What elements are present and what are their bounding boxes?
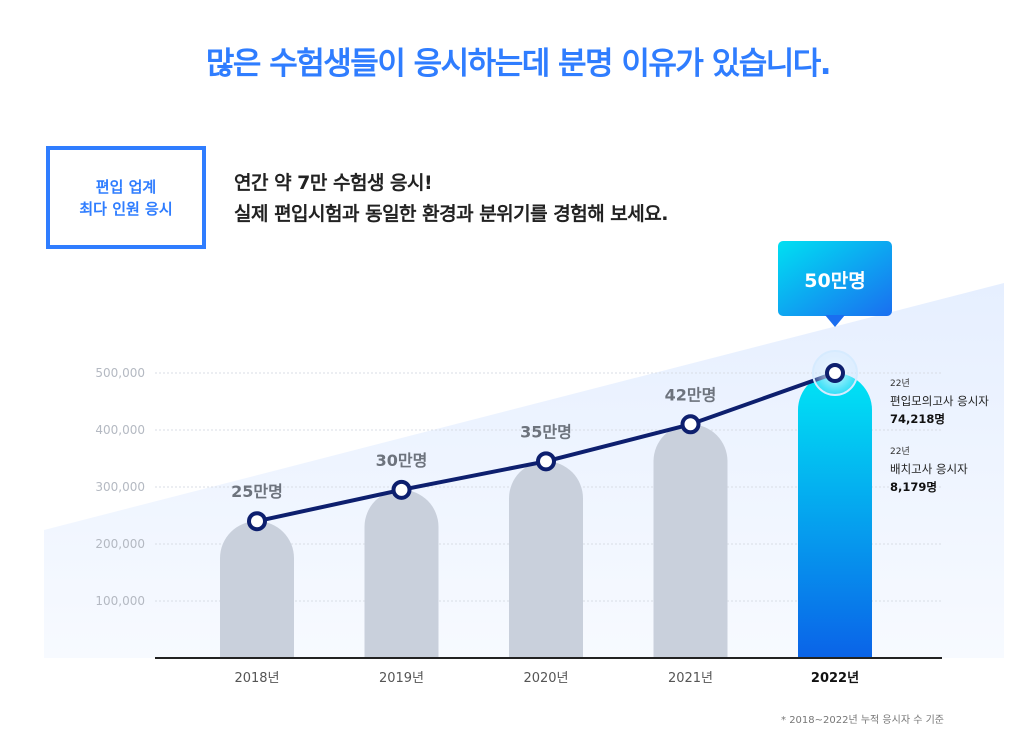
data-point — [247, 511, 267, 532]
badge-line-1: 편입 업계 — [95, 177, 157, 196]
data-label: 42만명 — [665, 385, 717, 404]
y-tick-label: 400,000 — [95, 423, 145, 437]
bar — [220, 521, 294, 658]
subheading-line-2: 실제 편입시험과 동일한 환경과 분위기를 경험해 보세요. — [234, 203, 668, 225]
data-label: 30만명 — [376, 451, 428, 470]
bar — [653, 424, 728, 658]
side-note-value: 8,179명 — [890, 480, 937, 494]
side-note-year: 22년 — [890, 446, 910, 457]
footnote: * 2018~2022년 누적 응시자 수 기준 — [781, 715, 944, 726]
data-point — [391, 479, 412, 500]
callout-label: 50만명 — [804, 270, 865, 292]
callout-pointer — [825, 315, 845, 327]
side-note-label: 배치고사 응시자 — [890, 462, 968, 476]
data-label: 35만명 — [520, 422, 572, 441]
y-tick-label: 300,000 — [95, 480, 145, 494]
y-tick-label: 200,000 — [95, 537, 145, 551]
data-point — [536, 451, 556, 472]
page-headline: 많은 수험생들이 응시하는데 분명 이유가 있습니다. — [205, 46, 832, 82]
x-tick-label: 2020년 — [523, 671, 568, 686]
x-tick-label: 2022년 — [811, 671, 859, 686]
x-tick-label: 2019년 — [379, 671, 424, 686]
x-tick-label: 2021년 — [668, 671, 713, 686]
badge-line-2: 최다 인원 응시 — [79, 199, 173, 218]
badge-box: 편입 업계 최다 인원 응시 — [46, 146, 206, 249]
y-tick-label: 500,000 — [95, 366, 145, 380]
subheading-line-1: 연간 약 7만 수험생 응시! — [234, 172, 433, 194]
data-point — [825, 363, 845, 383]
data-label: 25만명 — [231, 482, 283, 501]
callout-bubble — [778, 241, 892, 316]
bar — [798, 373, 872, 658]
side-note-value: 74,218명 — [890, 412, 945, 426]
bar — [364, 489, 439, 658]
side-note-year: 22년 — [890, 378, 910, 389]
side-note-label: 편입모의고사 응시자 — [890, 394, 989, 408]
x-tick-label: 2018년 — [234, 671, 279, 686]
y-tick-label: 100,000 — [95, 594, 145, 608]
bar — [509, 461, 583, 658]
subheading: 연간 약 7만 수험생 응시! 실제 편입시험과 동일한 환경과 분위기를 경험… — [234, 168, 668, 230]
data-point — [680, 414, 701, 435]
